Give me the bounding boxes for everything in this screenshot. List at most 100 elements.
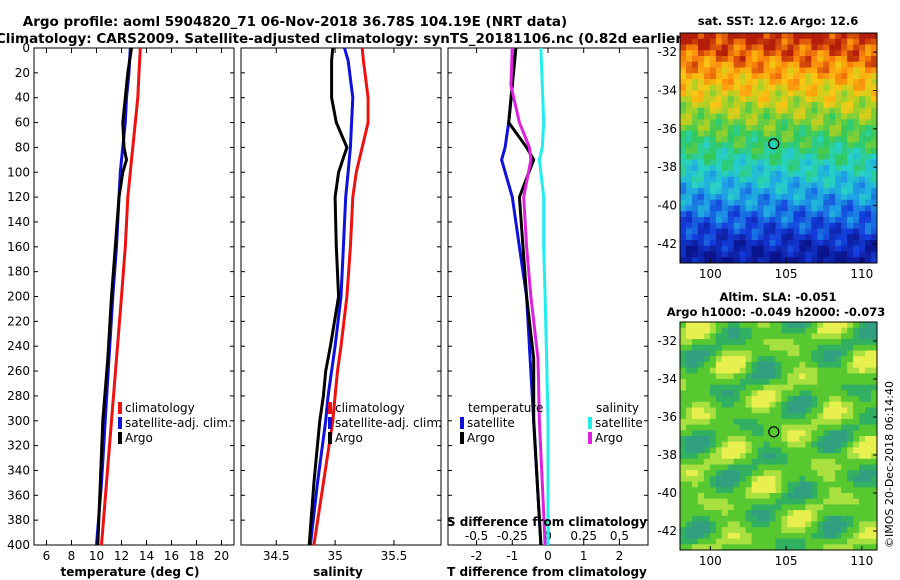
map-cell xyxy=(793,430,800,437)
map-cell xyxy=(805,205,812,212)
map-cell xyxy=(775,418,782,425)
map-cell xyxy=(739,153,747,160)
map-cell xyxy=(865,50,872,57)
map-cell xyxy=(787,67,794,74)
map-cell xyxy=(733,148,741,155)
map-cell xyxy=(769,544,776,551)
map-cell xyxy=(841,73,848,80)
map-cell xyxy=(721,390,729,397)
map-cell xyxy=(823,33,830,40)
map-cell xyxy=(781,96,788,103)
map-cell xyxy=(697,56,705,63)
map-cell xyxy=(829,396,836,403)
map-cell xyxy=(727,504,735,511)
map-cell xyxy=(853,73,860,80)
map-cell xyxy=(751,199,759,206)
map-cell xyxy=(805,327,812,334)
map-cell xyxy=(841,199,848,206)
map-cell xyxy=(680,498,687,505)
map-cell xyxy=(847,96,854,103)
map-cell xyxy=(847,119,854,126)
map-cell xyxy=(811,217,818,224)
map-cell xyxy=(727,544,735,551)
map-cell xyxy=(703,521,711,528)
map-cell xyxy=(680,470,687,477)
map-cell xyxy=(865,84,872,91)
map-cell xyxy=(763,148,770,155)
map-cell xyxy=(745,401,753,408)
map-cell xyxy=(751,188,759,195)
map-cell xyxy=(685,493,693,500)
map-cell xyxy=(775,217,782,224)
map-cell xyxy=(823,222,830,229)
map-cell xyxy=(787,245,794,252)
map-cell xyxy=(799,56,806,63)
map-cell xyxy=(691,498,699,505)
depth-tick-label: 300 xyxy=(7,414,30,428)
map-cell xyxy=(781,527,788,534)
map-cell xyxy=(781,436,788,443)
map-cell xyxy=(817,504,824,511)
map-cell xyxy=(775,339,782,346)
map-cell xyxy=(787,38,794,45)
map-cell xyxy=(793,532,800,539)
map-cell xyxy=(847,130,854,137)
map-cell xyxy=(823,96,830,103)
map-cell xyxy=(727,159,735,166)
map-cell xyxy=(793,384,800,391)
map-cell xyxy=(811,401,818,408)
map-cell xyxy=(847,73,854,80)
map-cell xyxy=(727,257,735,264)
map-cell xyxy=(835,367,842,374)
map-cell xyxy=(757,38,764,45)
map-cell xyxy=(865,544,872,551)
map-cell xyxy=(691,50,699,57)
map-cell xyxy=(763,544,770,551)
map-cell xyxy=(823,136,830,143)
map-cell xyxy=(805,475,812,482)
map-cell xyxy=(859,515,866,522)
map-cell xyxy=(793,182,800,189)
map-cell xyxy=(835,165,842,172)
map-cell xyxy=(793,188,800,195)
map-cell xyxy=(829,171,836,178)
map-cell xyxy=(799,199,806,206)
map-cell xyxy=(691,544,699,551)
map-cell xyxy=(727,38,735,45)
map-cell xyxy=(697,84,705,91)
map-cell xyxy=(847,430,854,437)
legend-swatch-climatology xyxy=(118,402,122,414)
map-cell xyxy=(739,493,747,500)
map-cell xyxy=(829,475,836,482)
map-cell xyxy=(727,390,735,397)
map-cell xyxy=(835,188,842,195)
map-cell xyxy=(763,453,770,460)
map-cell xyxy=(871,413,878,420)
map-cell xyxy=(859,50,866,57)
map-cell xyxy=(775,171,782,178)
map-cell xyxy=(685,458,693,465)
map-cell xyxy=(853,493,860,500)
map-cell xyxy=(847,38,854,45)
map-cell xyxy=(691,182,699,189)
map-cell xyxy=(733,498,741,505)
map-cell xyxy=(817,339,824,346)
map-cell xyxy=(811,424,818,431)
map-cell xyxy=(823,538,830,545)
map-cell xyxy=(751,211,759,218)
map-cell xyxy=(685,344,693,351)
map-cell xyxy=(691,436,699,443)
map-cell xyxy=(769,113,776,120)
map-cell xyxy=(680,379,687,386)
map-cell xyxy=(685,125,693,132)
map-cell xyxy=(781,102,788,109)
map-cell xyxy=(721,182,729,189)
map-cell xyxy=(733,481,741,488)
map-cell xyxy=(721,396,729,403)
map-cell xyxy=(727,384,735,391)
map-cell xyxy=(793,436,800,443)
map-cell xyxy=(811,205,818,212)
map-cell xyxy=(757,188,764,195)
map-cell xyxy=(817,532,824,539)
map-cell xyxy=(853,44,860,51)
